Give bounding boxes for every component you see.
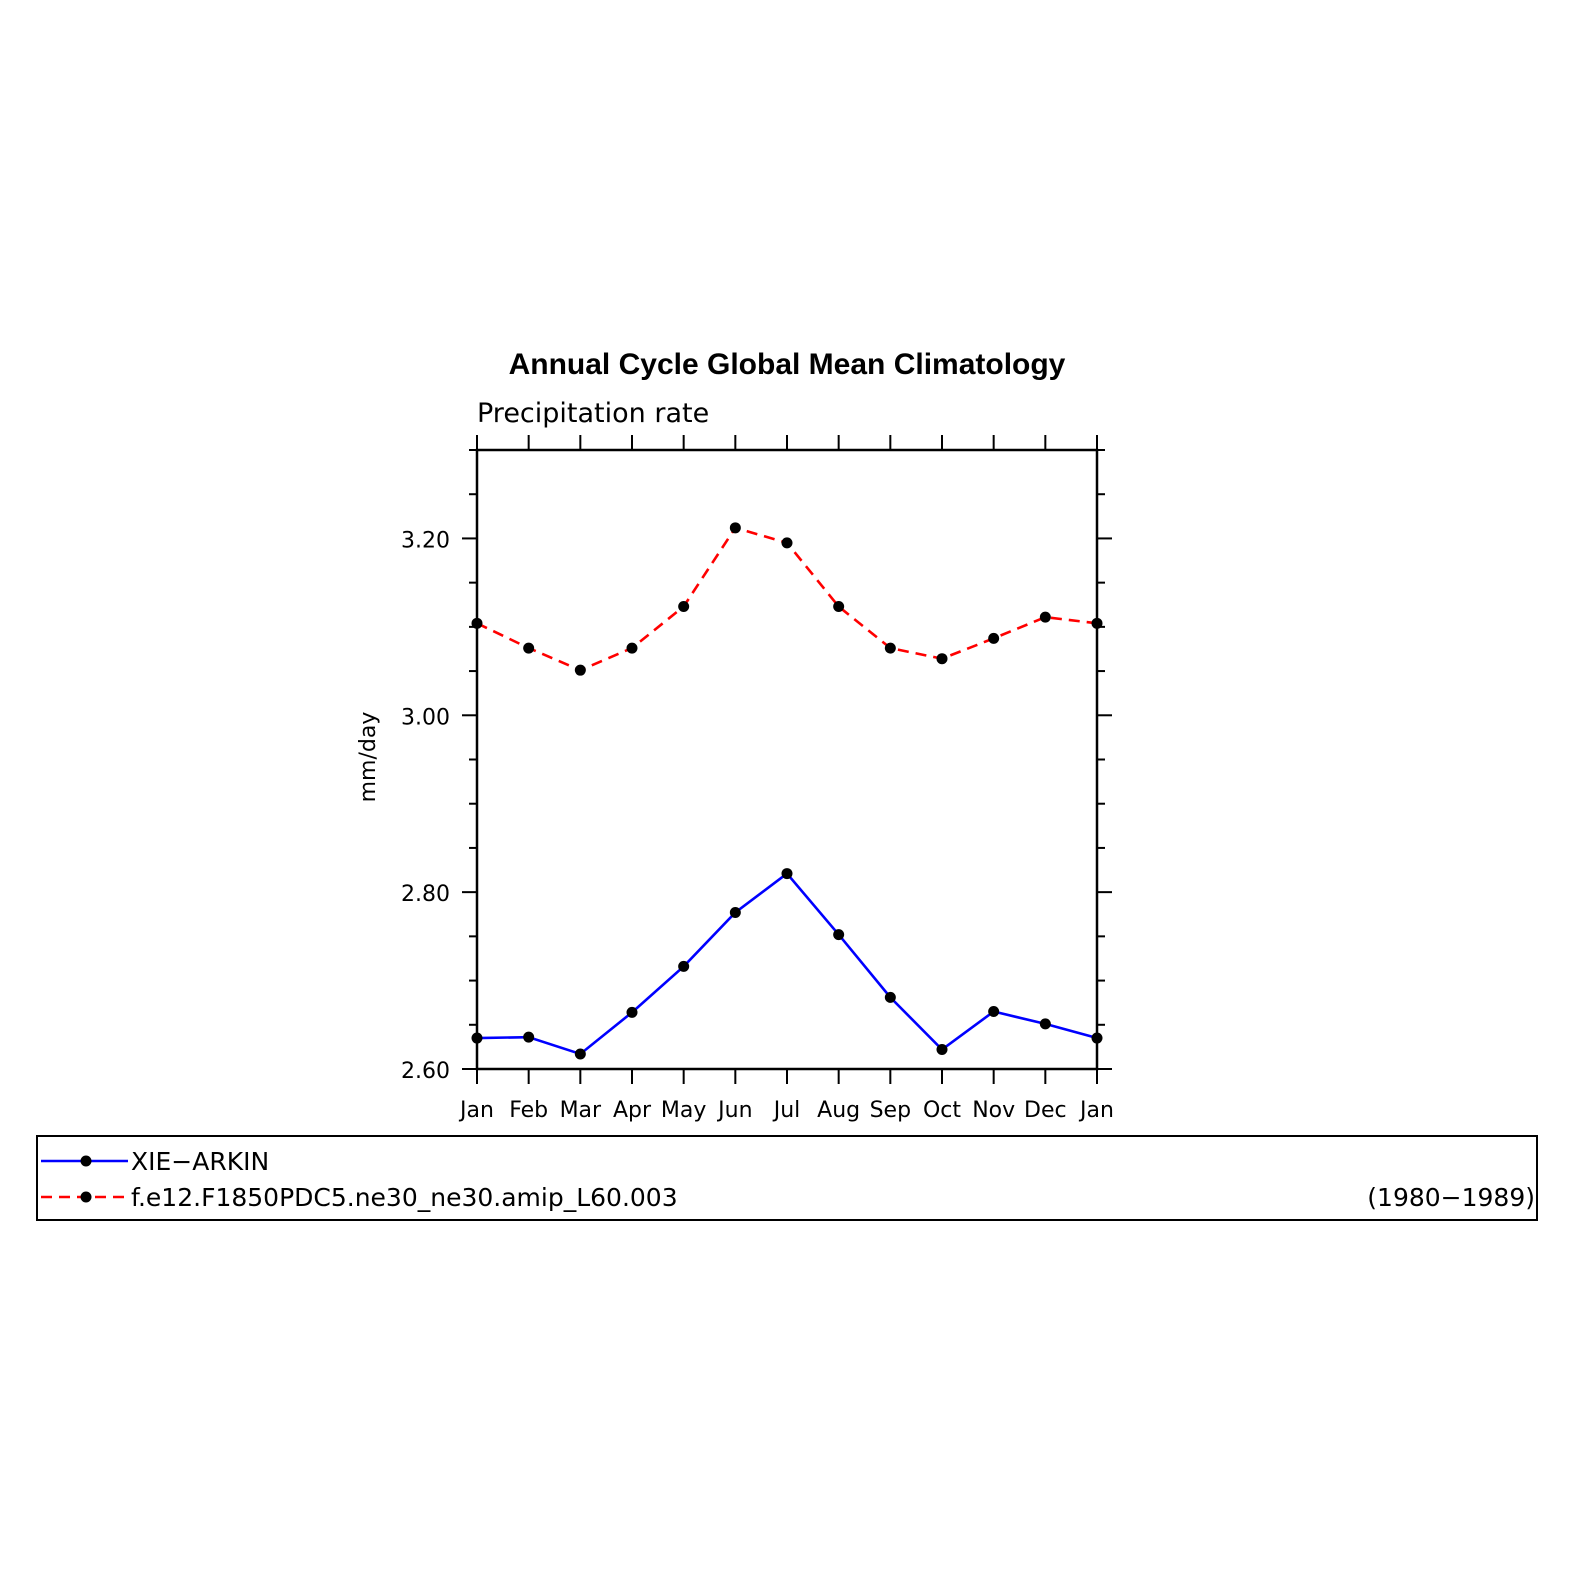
data-point [781,868,793,880]
data-point [626,1006,638,1018]
x-tick-label: Jan [1078,1098,1114,1123]
chart-subtitle: Precipitation rate [477,398,709,429]
y-tick-label: 2.60 [401,1059,450,1084]
data-point [574,1048,586,1060]
y-tick-label: 3.00 [401,705,450,730]
series-line [476,871,1098,1056]
x-tick-label: Oct [923,1098,961,1123]
data-point [884,642,896,654]
data-point [833,929,845,941]
x-tick-label: Sep [870,1098,911,1123]
x-tick-label: Jun [716,1098,752,1123]
y-tick-label: 3.20 [401,528,450,553]
chart-title: Annual Cycle Global Mean Climatology [509,348,1066,381]
data-point [1039,611,1051,623]
series-line [476,526,1098,672]
data-point [729,522,741,534]
legend-label: f.e12.F1850PDC5.ne30_ne30.amip_L60.003 [131,1183,678,1212]
data-point [1091,617,1103,629]
data-point [1091,1032,1103,1044]
y-axis-label: mm/day [356,712,381,803]
legend-label: XIE−ARKIN [131,1147,269,1176]
x-tick-label: Aug [817,1098,860,1123]
data-point [936,653,948,665]
data-point [833,601,845,613]
data-point [574,664,586,676]
x-tick-label: Nov [972,1098,1015,1123]
x-tick-label: Feb [509,1098,548,1123]
data-point [471,1032,483,1044]
data-point [471,617,483,629]
legend: (1980−1989) XIE−ARKIN f.e12.F1850PDC5.ne3… [36,1135,1538,1221]
data-point [988,1006,1000,1018]
data-point [729,906,741,918]
data-point [678,601,690,613]
data-point [884,991,896,1003]
series-group [471,522,1103,1060]
data-point [626,642,638,654]
data-point [678,960,690,972]
axes: Jan Feb Mar Apr May Jun Jul Aug Sep Oct Nov Dec Jan 2… [401,435,1114,1123]
x-tick-label: May [661,1098,706,1123]
data-point [988,632,1000,644]
x-tick-label: Apr [613,1098,652,1123]
x-tick-label: Mar [560,1098,602,1123]
data-point [1039,1018,1051,1030]
x-tick-label: Jul [772,1098,801,1123]
data-point [523,642,535,654]
series-2 [471,522,1103,676]
legend-box [36,1135,1538,1221]
x-tick-label: Dec [1024,1098,1067,1123]
data-point [523,1031,535,1043]
data-point [936,1044,948,1056]
data-point [781,537,793,549]
y-tick-label: 2.80 [401,882,450,907]
legend-note: (1980−1989) [1367,1183,1535,1212]
legend-marker [80,1155,92,1167]
legend-marker [80,1191,92,1203]
x-tick-label: Jan [458,1098,494,1123]
series-1 [471,868,1103,1060]
